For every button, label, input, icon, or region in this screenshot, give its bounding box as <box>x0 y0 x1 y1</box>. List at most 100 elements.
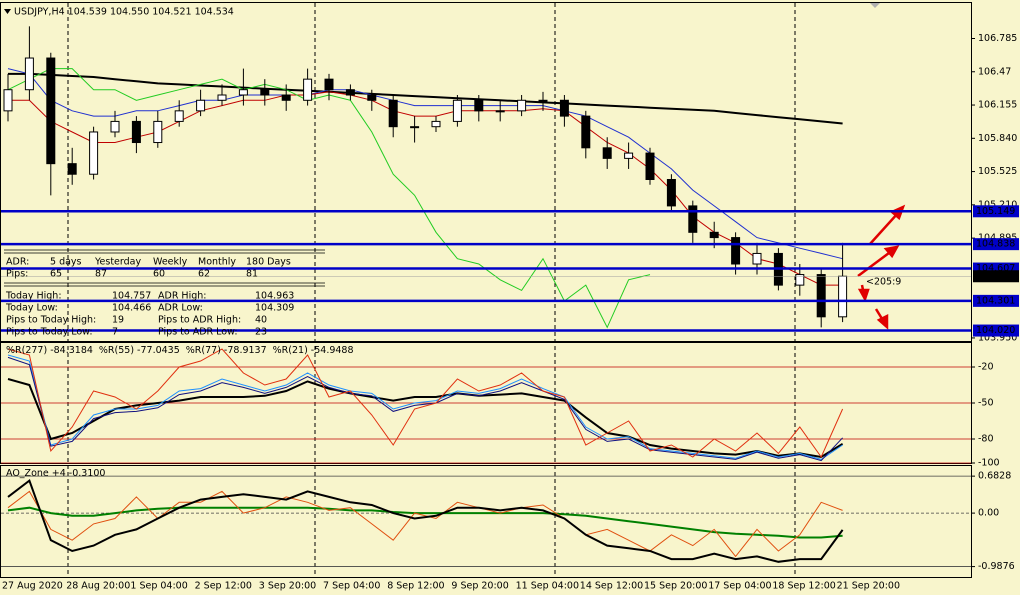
forecast-arrows <box>857 204 906 330</box>
candle-body <box>174 110 184 122</box>
y-tick-label: -50 <box>978 398 994 409</box>
indicator-line <box>7 354 843 460</box>
adr-pips: 62 <box>198 269 210 280</box>
candle-body <box>217 94 227 101</box>
x-tick-label: 2 Sep 12:00 <box>195 581 252 592</box>
candle-body <box>431 120 441 128</box>
current-price-label: 104.534 <box>976 271 1015 282</box>
y-tick-label: 106.155 <box>978 100 1017 111</box>
candle-body <box>666 178 676 207</box>
level-label: 104.301 <box>976 295 1015 306</box>
candle-body <box>89 131 99 175</box>
candle-body <box>281 94 291 101</box>
x-tick-label: 28 Aug 20:00 <box>66 581 130 592</box>
menu-icon[interactable] <box>4 9 11 14</box>
panel-legend: AO_Zone +4 -0.3100 <box>6 468 105 479</box>
x-tick-label: 21 Sep 20:00 <box>837 581 900 592</box>
indicator-line <box>7 490 843 558</box>
chart-title: USDJPY,H4 104.539 104.550 104.521 104.53… <box>14 7 234 18</box>
candle-body <box>46 57 56 165</box>
candle-body <box>110 120 120 133</box>
indicator-line <box>7 506 843 539</box>
candle-body <box>303 78 313 101</box>
candle-body <box>3 89 13 112</box>
candle-body <box>709 231 719 239</box>
candle-body <box>624 152 634 159</box>
legend-entry: %R(21) -54.9488 <box>273 345 354 356</box>
level-tag <box>973 324 1019 337</box>
indicator-line <box>7 478 844 563</box>
adr-stat: 104.309 <box>255 303 294 314</box>
annotation: <205:9 <box>866 277 901 288</box>
candle-body <box>260 89 270 96</box>
adr-stat: 19 <box>112 315 124 326</box>
x-tick-label: 14 Sep 12:00 <box>580 581 643 592</box>
indicator-line <box>7 356 843 462</box>
adr-pips: 65 <box>50 269 62 280</box>
adr-stat: Pips to ADR Low: <box>158 327 238 338</box>
adr-header: ADR: <box>6 257 29 268</box>
candle-body <box>602 147 612 159</box>
shift-marker <box>870 3 880 8</box>
candle-body <box>795 274 805 286</box>
adr-separators <box>4 249 325 287</box>
y-tick-label: -20 <box>978 362 994 373</box>
level-tag <box>973 205 1019 218</box>
candle-body <box>388 99 398 128</box>
legend-entry: %R(277) -84.3184 <box>6 345 93 356</box>
adr-stat: Pips to ADR High: <box>158 315 241 326</box>
candle-body <box>559 99 569 117</box>
candle-body <box>345 89 355 96</box>
candle-body <box>131 120 141 144</box>
y-tick-label: 0.00 <box>978 508 999 519</box>
x-tick-label: 15 Sep 20:00 <box>644 581 707 592</box>
adr-pips: 81 <box>246 269 258 280</box>
y-tick-label: -80 <box>978 434 994 445</box>
candle-body <box>24 57 34 91</box>
level-label: 104.020 <box>976 325 1015 336</box>
adr-stat: Today High: <box>5 291 62 302</box>
candle-body <box>838 275 848 318</box>
adr-stat: 104.466 <box>112 303 151 314</box>
candle-body <box>688 205 698 233</box>
candle-body <box>452 99 462 122</box>
adr-stat: 104.963 <box>255 291 294 302</box>
adr-stat: 7 <box>112 327 118 338</box>
candle-body <box>816 274 826 318</box>
candle-body <box>731 237 741 265</box>
adr-header: 5 days <box>50 257 82 268</box>
current-price-tag <box>973 270 1019 283</box>
candle-body <box>367 94 377 101</box>
adr-pips: 87 <box>95 269 107 280</box>
candle-body <box>410 126 420 129</box>
candle-body <box>581 115 591 149</box>
ao-panel <box>0 465 972 578</box>
x-tick-label: 1 Sep 04:00 <box>130 581 187 592</box>
adr-stat: ADR Low: <box>158 303 203 314</box>
candle-body <box>238 89 248 96</box>
adr-stat: 104.757 <box>112 291 151 302</box>
adr-stat: 23 <box>255 327 267 338</box>
level-tag <box>973 294 1019 307</box>
indicator-line <box>7 348 844 459</box>
adr-pips: 60 <box>153 269 165 280</box>
y-tick-label: 106.47 <box>978 66 1011 77</box>
candle-body <box>752 252 762 265</box>
x-tick-label: 27 Aug 2020 <box>2 581 63 592</box>
candle-body <box>474 99 484 112</box>
y-tick-label: -100 <box>978 458 1000 469</box>
y-tick-label: 105.840 <box>978 133 1017 144</box>
candle-body <box>517 99 527 112</box>
x-tick-label: 9 Sep 20:00 <box>451 581 508 592</box>
y-tick-label: 103.950 <box>978 332 1017 343</box>
x-tick-label: 18 Sep 12:00 <box>772 581 835 592</box>
legend-entry: %R(55) -77.0435 <box>99 345 180 356</box>
panel-legend: %R(277) -84.3184 %R(55) -77.0435 %R(77) -7… <box>6 345 354 356</box>
x-tick-label: 3 Sep 20:00 <box>259 581 316 592</box>
adr-header: 180 Days <box>246 257 291 268</box>
adr-header: Yesterday <box>94 257 141 268</box>
legend-entry: %R(77) -78.9137 <box>186 345 267 356</box>
x-tick-label: 11 Sep 04:00 <box>516 581 579 592</box>
candle-body <box>153 120 163 144</box>
